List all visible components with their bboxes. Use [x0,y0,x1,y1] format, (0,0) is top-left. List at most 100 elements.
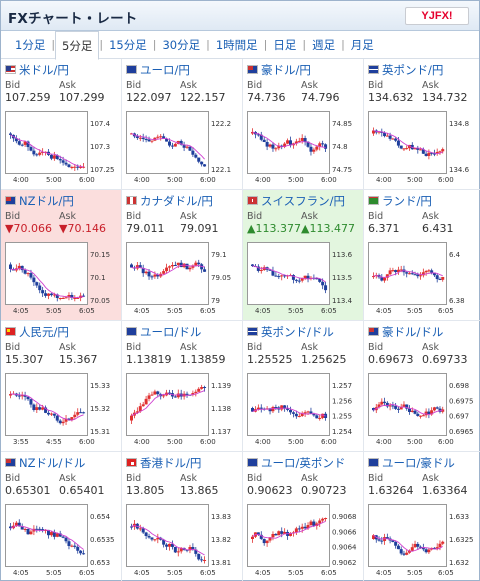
rate-card[interactable]: 英ポンド/ドル Bid Ask 1.25525 1.25625 1.257 1.256 1.2… [243,321,364,452]
candle [162,539,166,545]
rate-card[interactable]: スイスフラン/円 Bid Ask ▲113.377 ▲113.477 113.6 113.5… [243,190,364,321]
eu-flag-icon [368,458,379,467]
x-tick-label: 5:00 [167,176,183,184]
pair-link[interactable]: カナダドル/円 [140,193,213,208]
tab-4[interactable]: 1時間足 [215,37,258,52]
pair-link[interactable]: ユーロ/英ポンド [261,455,346,470]
pair-link[interactable]: 香港ドル/円 [140,455,202,470]
candlestick-chart[interactable]: 74.85 74.8 74.75 4:00 5:00 6:00 [247,111,359,187]
candle [289,409,292,413]
candle [14,138,18,142]
rate-card[interactable]: NZドル/円 Bid Ask ▼70.066 ▼70.146 70.15 70.1 70.05… [1,190,122,321]
candle [32,150,36,155]
yjfx-logo[interactable]: YJFX! [405,7,469,25]
tab-5[interactable]: 日足 [273,37,297,52]
pair-link[interactable]: ユーロ/豪ドル [382,455,455,470]
candle [153,391,157,395]
rate-card[interactable]: 豪ドル/ドル Bid Ask 0.69673 0.69733 0.698 0.6975 0.6… [364,321,480,452]
pair-link[interactable]: NZドル/ドル [19,455,86,470]
pair-link[interactable]: 豪ドル/ドル [382,324,444,339]
candlestick-chart[interactable]: 0.9068 0.9066 0.9064 0.9062 4:05 5:05 6:05 [247,504,359,580]
rate-card[interactable]: カナダドル/円 Bid Ask 79.011 79.091 79.1 79.05 79 4:05… [122,190,243,321]
candle [324,144,328,149]
candlestick-chart[interactable]: 15.33 15.32 15.31 3:55 4:55 6:00 [5,373,117,449]
moving-average-line [373,270,443,278]
candlestick-chart[interactable]: 0.698 0.6975 0.697 0.6965 4:00 5:00 6:00 [368,373,476,449]
candlestick-chart[interactable]: 134.8 134.6 4:00 5:00 6:00 [368,111,476,187]
pair-link[interactable]: ユーロ/ドル [140,324,202,339]
candlestick-chart[interactable]: 6.4 6.38 4:05 5:05 6:05 [368,242,476,318]
candle [303,275,307,279]
candle [61,421,65,424]
candlestick-chart[interactable]: 1.139 1.138 1.137 4:00 5:00 6:00 [126,373,238,449]
candlestick-chart[interactable]: 70.15 70.1 70.05 4:05 5:05 6:05 [5,242,117,318]
za-flag-icon [368,196,379,205]
tab-6[interactable]: 週足 [312,37,336,52]
y-tick-label: 122.1 [211,166,231,174]
bid-ask-labels: Bid Ask [5,473,117,484]
ask-label: Ask [422,342,439,353]
pair-link[interactable]: 豪ドル/円 [261,62,311,77]
y-tick-label: 1.254 [332,428,353,436]
candle [197,262,201,265]
rate-card[interactable]: ユーロ/円 Bid Ask 122.097 122.157 122.2 122.1 4:00 5… [122,59,243,190]
candle [44,529,48,531]
rate-card[interactable]: ユーロ/ドル Bid Ask 1.13819 1.13859 1.139 1.138 1.13… [122,321,243,452]
candlestick-chart[interactable]: 122.2 122.1 4:00 5:00 6:00 [126,111,238,187]
candle [318,143,322,147]
candle [52,413,56,416]
candlestick-chart[interactable]: 1.633 1.6325 1.632 4:05 5:05 6:05 [368,504,476,580]
tab-7[interactable]: 月足 [350,37,374,52]
rate-card[interactable]: ユーロ/豪ドル Bid Ask 1.63264 1.63364 1.633 1.6325 1.… [364,452,480,581]
pair-link[interactable]: 英ポンド/円 [382,62,444,77]
tab-separator: | [302,38,307,51]
tab-1[interactable]: 5分足 [55,30,100,60]
pair-link[interactable]: スイスフラン/円 [261,193,346,208]
candle [421,149,425,154]
pair-link[interactable]: NZドル/円 [19,193,74,208]
candlestick-chart[interactable]: 79.1 79.05 79 4:05 5:05 6:05 [126,242,238,318]
pair-link[interactable]: ランド/円 [382,193,432,208]
candle [185,549,189,551]
candle [419,415,423,417]
y-tick-label: 0.9066 [332,528,357,536]
candle [385,537,389,539]
candle [306,141,310,147]
rate-card[interactable]: NZドル/ドル Bid Ask 0.65301 0.65401 0.654 0.6535 0.… [1,452,122,581]
candle [35,528,39,530]
candlestick-chart[interactable]: 107.4 107.3 107.25 4:00 5:00 6:00 [5,111,117,187]
rate-card[interactable]: 人民元/円 Bid Ask 15.307 15.367 15.33 15.32 15.31 3:… [1,321,122,452]
pair-link[interactable]: 人民元/円 [19,324,69,339]
rate-card[interactable]: 米ドル/円 Bid Ask 107.259 107.299 107.4 107.3 107.2… [1,59,122,190]
candle [321,143,325,145]
tab-2[interactable]: 15分足 [109,37,147,52]
candle [280,531,284,534]
candle [185,146,189,148]
candle [147,139,151,142]
tab-3[interactable]: 30分足 [162,37,201,52]
rate-card[interactable]: 香港ドル/円 Bid Ask 13.805 13.865 13.83 13.82 13.81 4… [122,452,243,581]
tab-separator: | [263,38,268,51]
candlestick-chart[interactable]: 113.6 113.5 113.4 4:05 5:05 6:05 [247,242,359,318]
pair-header: 英ポンド/円 [368,62,477,77]
pair-link[interactable]: 米ドル/円 [19,62,69,77]
rate-card[interactable]: 豪ドル/円 Bid Ask 74.736 74.796 74.85 74.8 74.75 4:0… [243,59,364,190]
candle [17,522,21,527]
pair-link[interactable]: ユーロ/円 [140,62,190,77]
candle [194,154,198,158]
x-tick-label: 6:00 [438,438,454,446]
rate-card[interactable]: 英ポンド/円 Bid Ask 134.632 134.732 134.8 134.6 4:00… [364,59,480,190]
candlestick-chart[interactable]: 13.83 13.82 13.81 4:05 5:05 6:05 [126,504,238,580]
candlestick-chart[interactable]: 1.257 1.256 1.255 1.254 4:00 5:00 6:00 [247,373,359,449]
y-tick-label: 1.138 [211,405,231,413]
hk-flag-icon [126,458,137,467]
rate-card[interactable]: ランド/円 Bid Ask 6.371 6.431 6.4 6.38 4:05 5:05 6:05 [364,190,480,321]
rate-card[interactable]: ユーロ/英ポンド Bid Ask 0.90623 0.90723 0.9068 0.9066… [243,452,364,581]
pair-link[interactable]: 英ポンド/ドル [261,324,334,339]
candle [306,525,310,529]
tab-0[interactable]: 1分足 [15,37,46,52]
x-tick-label: 4:05 [255,569,271,577]
pair-header: スイスフラン/円 [247,193,359,208]
candlestick-chart[interactable]: 0.654 0.6535 0.653 4:05 5:05 6:05 [5,504,117,580]
